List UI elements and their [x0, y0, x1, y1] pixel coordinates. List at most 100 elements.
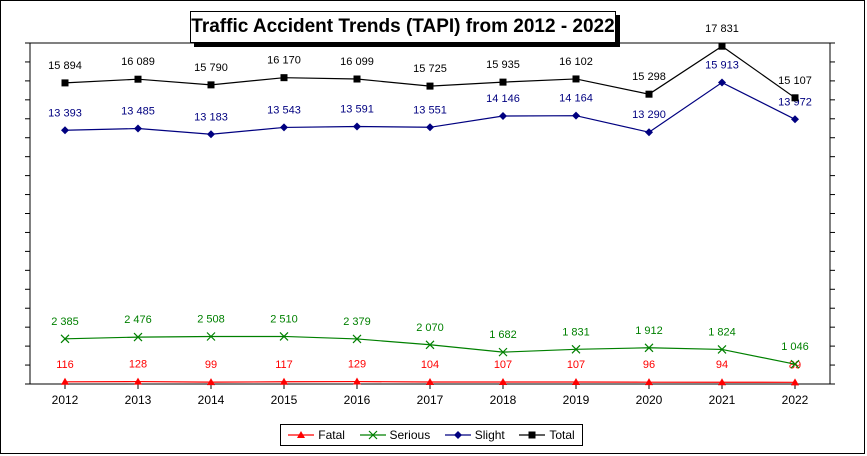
total-marker: [645, 90, 653, 98]
total-data-label: 15 894: [48, 60, 82, 72]
fatal-marker: [572, 377, 580, 385]
fatal-marker: [426, 378, 434, 386]
legend-label-serious: Serious: [389, 428, 431, 442]
serious-data-label: 2 510: [270, 313, 298, 325]
slight-data-label: 13 591: [340, 104, 374, 116]
fatal-marker: [791, 378, 799, 386]
slight-marker: [645, 128, 653, 137]
slight-marker: [353, 122, 361, 131]
serious-marker: [498, 347, 508, 357]
total-marker: [61, 79, 69, 87]
fatal-marker: [61, 377, 69, 385]
fatal-marker: [645, 378, 653, 386]
fatal-marker: [353, 377, 361, 385]
slight-marker: [207, 130, 215, 139]
fatal-data-label: 128: [129, 359, 147, 371]
x-tick-label: 2018: [490, 393, 517, 407]
slight-marker: [791, 115, 799, 124]
chart-legend: Fatal Serious Slight Total: [280, 424, 583, 446]
x-tick-label: 2016: [344, 393, 371, 407]
legend-symbol-serious: [359, 430, 386, 440]
slight-marker: [718, 78, 726, 87]
slight-data-label: 13 290: [632, 109, 666, 121]
legend-symbol-total: [519, 431, 546, 439]
fatal-marker: [207, 378, 215, 386]
serious-marker: [60, 334, 70, 344]
x-tick-label: 2019: [563, 393, 590, 407]
serious-marker: [644, 343, 654, 353]
serious-marker: [279, 332, 289, 341]
fatal-data-label: 107: [494, 359, 512, 371]
legend-item-serious: Serious: [359, 428, 431, 442]
slight-marker: [280, 123, 288, 132]
total-marker: [499, 78, 507, 86]
serious-data-label: 2 070: [416, 322, 444, 334]
x-tick-label: 2015: [271, 393, 298, 407]
total-data-label: 16 089: [121, 56, 155, 68]
legend-label-slight: Slight: [474, 428, 505, 442]
fatal-data-label: 117: [275, 359, 293, 371]
serious-data-label: 2 379: [343, 316, 371, 328]
slight-data-label: 13 543: [267, 104, 301, 116]
slight-data-label: 15 913: [705, 60, 739, 72]
x-tick-label: 2017: [417, 393, 444, 407]
serious-marker: [571, 344, 581, 354]
legend-symbol-slight: [444, 431, 471, 439]
serious-data-label: 1 682: [489, 329, 517, 341]
total-marker: [207, 81, 215, 89]
fatal-marker: [280, 377, 288, 385]
total-marker: [718, 42, 726, 50]
slight-data-label: 13 393: [48, 107, 82, 119]
legend-label-fatal: Fatal: [318, 428, 345, 442]
fatal-marker: [499, 377, 507, 385]
total-marker: [791, 94, 799, 102]
serious-data-label: 2 476: [124, 314, 152, 326]
legend-item-fatal: Fatal: [288, 428, 345, 442]
total-data-label: 16 170: [267, 55, 301, 67]
chart-title: Traffic Accident Trends (TAPI) from 2012…: [191, 16, 615, 37]
slight-data-label: 14 146: [486, 93, 520, 105]
total-data-label: 17 831: [705, 23, 739, 35]
slight-data-label: 13 485: [121, 106, 155, 118]
total-data-label: 15 725: [413, 63, 447, 75]
slight-marker: [572, 111, 580, 120]
x-tick-label: 2022: [782, 393, 809, 407]
fatal-data-label: 99: [205, 359, 217, 371]
total-marker: [572, 75, 580, 83]
total-data-label: 15 298: [632, 71, 666, 83]
total-marker: [426, 82, 434, 90]
x-tick-label: 2013: [125, 393, 152, 407]
fatal-data-label: 96: [643, 359, 655, 371]
slight-data-label: 13 551: [413, 104, 447, 116]
slight-marker: [61, 126, 69, 135]
x-tick-label: 2012: [52, 393, 79, 407]
serious-data-label: 1 912: [635, 325, 663, 337]
fatal-data-label: 104: [421, 359, 439, 371]
total-marker: [134, 75, 142, 83]
total-marker: [353, 75, 361, 83]
total-marker: [280, 74, 288, 82]
slight-data-label: 13 972: [778, 96, 812, 108]
slight-data-label: 13 183: [194, 111, 228, 123]
total-data-label: 15 107: [778, 75, 812, 87]
fatal-data-label: 116: [56, 359, 74, 371]
total-data-label: 16 102: [559, 56, 593, 68]
legend-item-total: Total: [519, 428, 575, 442]
fatal-data-label: 89: [789, 359, 801, 371]
legend-symbol-fatal: [288, 431, 315, 438]
fatal-marker: [134, 377, 142, 385]
legend-item-slight: Slight: [444, 428, 505, 442]
slight-marker: [426, 123, 434, 132]
slight-marker: [499, 112, 507, 121]
chart-title-box: Traffic Accident Trends (TAPI) from 2012…: [190, 11, 616, 43]
x-tick-label: 2021: [709, 393, 736, 407]
serious-marker: [717, 345, 727, 354]
serious-marker: [133, 332, 143, 342]
fatal-data-label: 94: [716, 359, 728, 371]
total-data-label: 15 935: [486, 59, 520, 71]
serious-marker: [206, 332, 216, 341]
x-tick-label: 2014: [198, 393, 225, 407]
serious-data-label: 1 046: [781, 341, 809, 353]
